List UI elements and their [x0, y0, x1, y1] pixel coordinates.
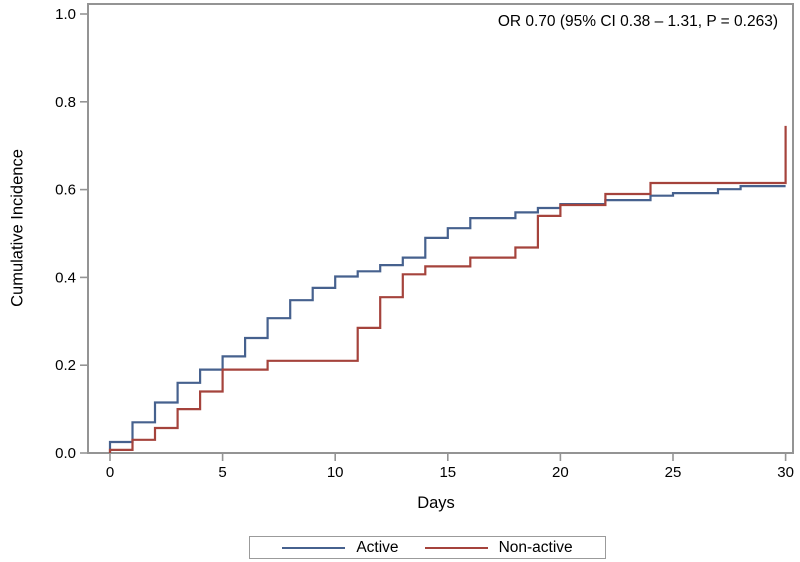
- legend: Active Non-active: [249, 536, 606, 559]
- x-tick-label: 0: [106, 464, 114, 481]
- legend-label-non-active: Non-active: [498, 538, 573, 556]
- series-active-curve: [108, 185, 786, 453]
- y-axis-title: Cumulative Incidence: [8, 149, 27, 307]
- x-axis-title: Days: [417, 494, 455, 512]
- odds-ratio-annotation: OR 0.70 (95% CI 0.38 – 1.31, P = 0.263): [497, 13, 778, 30]
- y-tick-label: 0.0: [55, 445, 76, 462]
- plot-frame: [87, 3, 794, 454]
- x-tick-label: 5: [218, 464, 226, 481]
- x-tick-label: 20: [552, 464, 569, 481]
- y-tick-label: 1.0: [55, 6, 76, 23]
- y-tick-label: 0.2: [55, 357, 76, 374]
- x-tick-label: 15: [439, 464, 456, 481]
- y-tick-label: 0.8: [55, 94, 76, 111]
- y-tick-label: 0.6: [55, 182, 76, 199]
- legend-label-active: Active: [356, 538, 399, 556]
- x-tick-label: 30: [777, 464, 794, 481]
- legend-line-active: [282, 546, 346, 549]
- legend-line-non-active: [424, 546, 488, 549]
- x-tick-label: 10: [327, 464, 344, 481]
- y-tick-label: 0.4: [55, 269, 76, 286]
- legend-item-non-active: Non-active: [424, 538, 573, 557]
- x-tick-label: 25: [665, 464, 682, 481]
- series-non-active-curve: [108, 125, 787, 453]
- legend-item-active: Active: [282, 538, 399, 557]
